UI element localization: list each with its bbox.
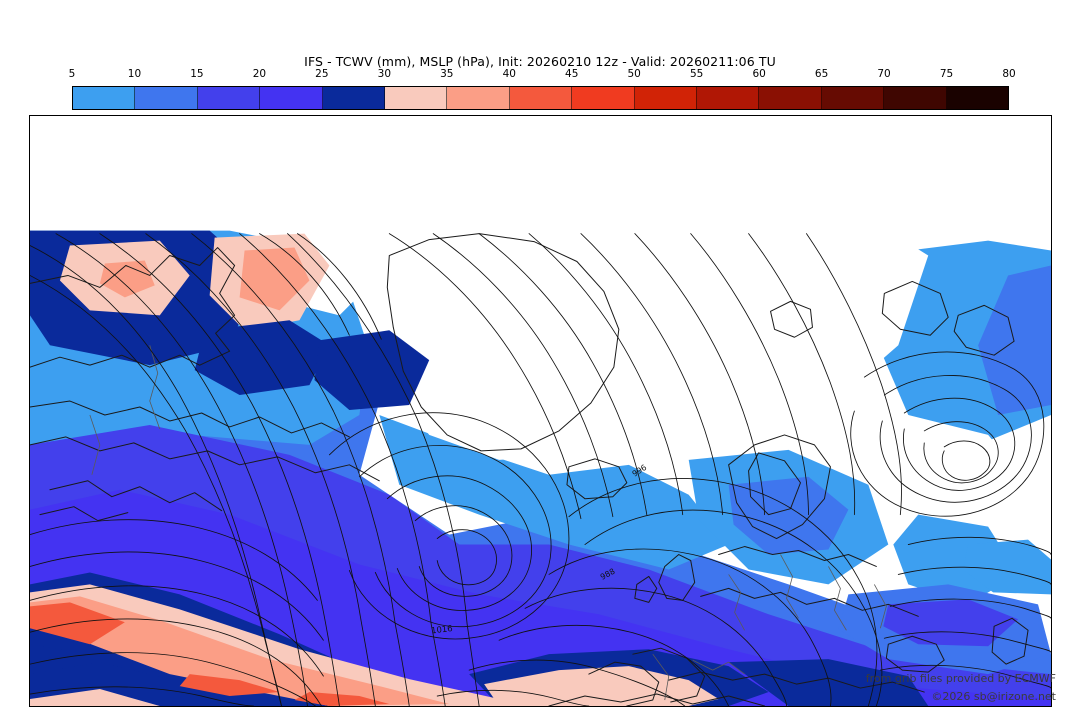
colorbar-segment-30-35 [385,87,448,109]
copyright-credit: ©2026 sb@irizone.net [931,690,1056,703]
colorbar-tick-5: 5 [68,68,76,80]
colorbar [72,86,1009,110]
contour-label-1016-main: 1016 [431,623,454,636]
colorbar-tick-45: 45 [565,68,579,80]
colorbar-tick-80: 80 [1002,68,1016,80]
colorbar-tick-35: 35 [440,68,454,80]
colorbar-segment-10-15 [135,87,198,109]
colorbar-segment-5-10 [73,87,136,109]
colorbar-tick-20: 20 [252,68,267,80]
colorbar-segment-60-65 [759,87,822,109]
colorbar-tick-10: 10 [127,68,142,80]
colorbar-segment-65-70 [821,87,885,109]
colorbar-tick-15: 15 [190,68,204,80]
isobar-label-layer: 1016 [431,623,454,636]
page-title: IFS - TCWV (mm), MSLP (hPa), Init: 20260… [304,54,776,69]
colorbar-tick-70: 70 [877,68,891,80]
colorbar-tick-labels: 5 10 15 20 25 30 35 40 45 50 55 60 65 70 75 80 [68,68,1016,82]
colorbar-segment-45-50 [572,87,635,109]
colorbar-tick-40: 40 [502,68,516,80]
colorbar-tick-75: 75 [939,68,954,80]
colorbar-segment-70-75 [884,87,947,109]
colorbar-tick-65: 65 [814,68,829,80]
colorbar-tick-55: 55 [689,68,704,80]
colorbar-segment-25-30 [322,87,386,109]
data-source-credit: from grib files provided by ECMWF [865,672,1056,685]
colorbar-segment-55-60 [697,87,760,109]
tcwv-shading-layer [30,116,1051,706]
map-canvas[interactable]: 1016 996 988 1016 [29,115,1052,707]
colorbar-tick-50: 50 [627,68,641,80]
colorbar-segment-40-45 [509,87,573,109]
mslp-contour-layer: 1016 996 988 [30,116,1051,706]
colorbar-segment-20-25 [260,87,323,109]
colorbar-gradient [72,86,1009,110]
colorbar-segment-15-20 [197,87,261,109]
colorbar-segment-75-80 [946,87,1009,109]
colorbar-segment-35-40 [447,87,510,109]
coastline-layer [30,116,1051,706]
colorbar-tick-25: 25 [315,68,329,80]
colorbar-segment-50-55 [634,87,698,109]
colorbar-tick-60: 60 [752,68,766,80]
colorbar-tick-30: 30 [377,68,392,80]
